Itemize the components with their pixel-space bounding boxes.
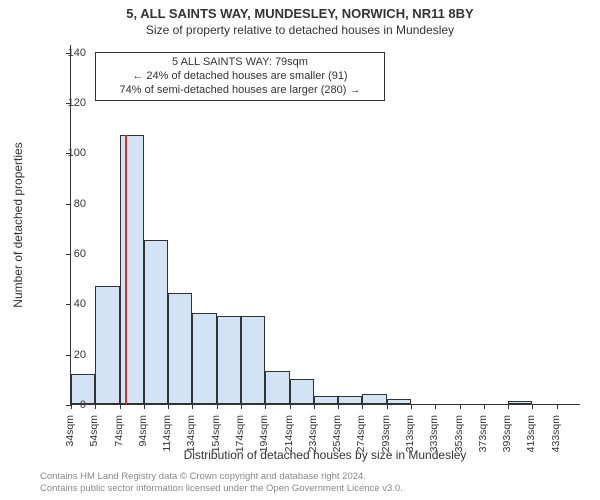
x-tick-mark bbox=[338, 404, 339, 409]
marker-line bbox=[125, 135, 127, 404]
title-main: 5, ALL SAINTS WAY, MUNDESLEY, NORWICH, N… bbox=[0, 6, 600, 21]
x-tick-label: 34sqm bbox=[64, 415, 76, 455]
x-tick-label: 373sqm bbox=[477, 415, 489, 455]
x-tick-label: 134sqm bbox=[185, 415, 197, 455]
annotation-line2: ← 24% of detached houses are smaller (91… bbox=[102, 70, 378, 84]
annotation-box: 5 ALL SAINTS WAY: 79sqm ← 24% of detache… bbox=[95, 52, 385, 101]
histogram-bar bbox=[120, 135, 144, 404]
x-tick-mark bbox=[95, 404, 96, 409]
x-tick-label: 433sqm bbox=[550, 415, 562, 455]
x-tick-mark bbox=[192, 404, 193, 409]
y-tick-label: 100 bbox=[36, 147, 86, 159]
x-tick-mark bbox=[362, 404, 363, 409]
y-tick-label: 60 bbox=[36, 248, 86, 260]
x-tick-label: 234sqm bbox=[307, 415, 319, 455]
x-tick-mark bbox=[532, 404, 533, 409]
x-tick-mark bbox=[460, 404, 461, 409]
histogram-bar bbox=[241, 316, 265, 404]
histogram-bar bbox=[387, 399, 411, 404]
y-axis-label-wrap: Number of detached properties bbox=[18, 45, 30, 405]
x-tick-mark bbox=[168, 404, 169, 409]
x-tick-mark bbox=[217, 404, 218, 409]
annotation-line3: 74% of semi-detached houses are larger (… bbox=[102, 84, 378, 98]
x-tick-mark bbox=[557, 404, 558, 409]
title-sub: Size of property relative to detached ho… bbox=[0, 23, 600, 37]
x-tick-label: 94sqm bbox=[137, 415, 149, 455]
footer-line2: Contains public sector information licen… bbox=[40, 483, 403, 494]
histogram-bar bbox=[265, 371, 289, 404]
y-tick-label: 80 bbox=[36, 198, 86, 210]
x-tick-mark bbox=[290, 404, 291, 409]
x-tick-label: 313sqm bbox=[404, 415, 416, 455]
x-tick-mark bbox=[387, 404, 388, 409]
histogram-bar bbox=[217, 316, 241, 404]
y-tick-label: 120 bbox=[36, 97, 86, 109]
x-tick-mark bbox=[484, 404, 485, 409]
x-tick-label: 174sqm bbox=[234, 415, 246, 455]
histogram-bar bbox=[314, 396, 338, 404]
histogram-bar bbox=[290, 379, 314, 404]
x-tick-label: 114sqm bbox=[161, 415, 173, 455]
x-tick-mark bbox=[508, 404, 509, 409]
footer: Contains HM Land Registry data © Crown c… bbox=[40, 471, 403, 494]
histogram-bar bbox=[144, 240, 168, 404]
x-tick-label: 393sqm bbox=[501, 415, 513, 455]
y-tick-label: 0 bbox=[36, 399, 86, 411]
x-tick-mark bbox=[120, 404, 121, 409]
histogram-bar bbox=[192, 313, 216, 404]
histogram-bar bbox=[362, 394, 386, 404]
x-tick-mark bbox=[435, 404, 436, 409]
x-tick-mark bbox=[265, 404, 266, 409]
footer-line1: Contains HM Land Registry data © Crown c… bbox=[40, 471, 403, 482]
x-tick-label: 333sqm bbox=[428, 415, 440, 455]
x-tick-label: 254sqm bbox=[331, 415, 343, 455]
x-tick-label: 413sqm bbox=[525, 415, 537, 455]
histogram-bar bbox=[338, 396, 362, 404]
y-tick-label: 40 bbox=[36, 298, 86, 310]
y-tick-label: 140 bbox=[36, 47, 86, 59]
x-tick-mark bbox=[144, 404, 145, 409]
x-tick-label: 154sqm bbox=[210, 415, 222, 455]
annotation-line1: 5 ALL SAINTS WAY: 79sqm bbox=[102, 56, 378, 70]
histogram-bar bbox=[508, 401, 532, 404]
histogram-bar bbox=[168, 293, 192, 404]
y-axis-label: Number of detached properties bbox=[11, 142, 25, 307]
x-tick-label: 274sqm bbox=[355, 415, 367, 455]
x-tick-label: 194sqm bbox=[258, 415, 270, 455]
x-tick-label: 353sqm bbox=[453, 415, 465, 455]
figure: 5, ALL SAINTS WAY, MUNDESLEY, NORWICH, N… bbox=[0, 0, 600, 500]
x-tick-label: 74sqm bbox=[113, 415, 125, 455]
x-tick-label: 293sqm bbox=[380, 415, 392, 455]
x-tick-mark bbox=[411, 404, 412, 409]
x-tick-label: 214sqm bbox=[283, 415, 295, 455]
histogram-bar bbox=[95, 286, 119, 404]
x-tick-mark bbox=[241, 404, 242, 409]
x-tick-mark bbox=[314, 404, 315, 409]
y-tick-label: 20 bbox=[36, 349, 86, 361]
x-tick-label: 54sqm bbox=[88, 415, 100, 455]
